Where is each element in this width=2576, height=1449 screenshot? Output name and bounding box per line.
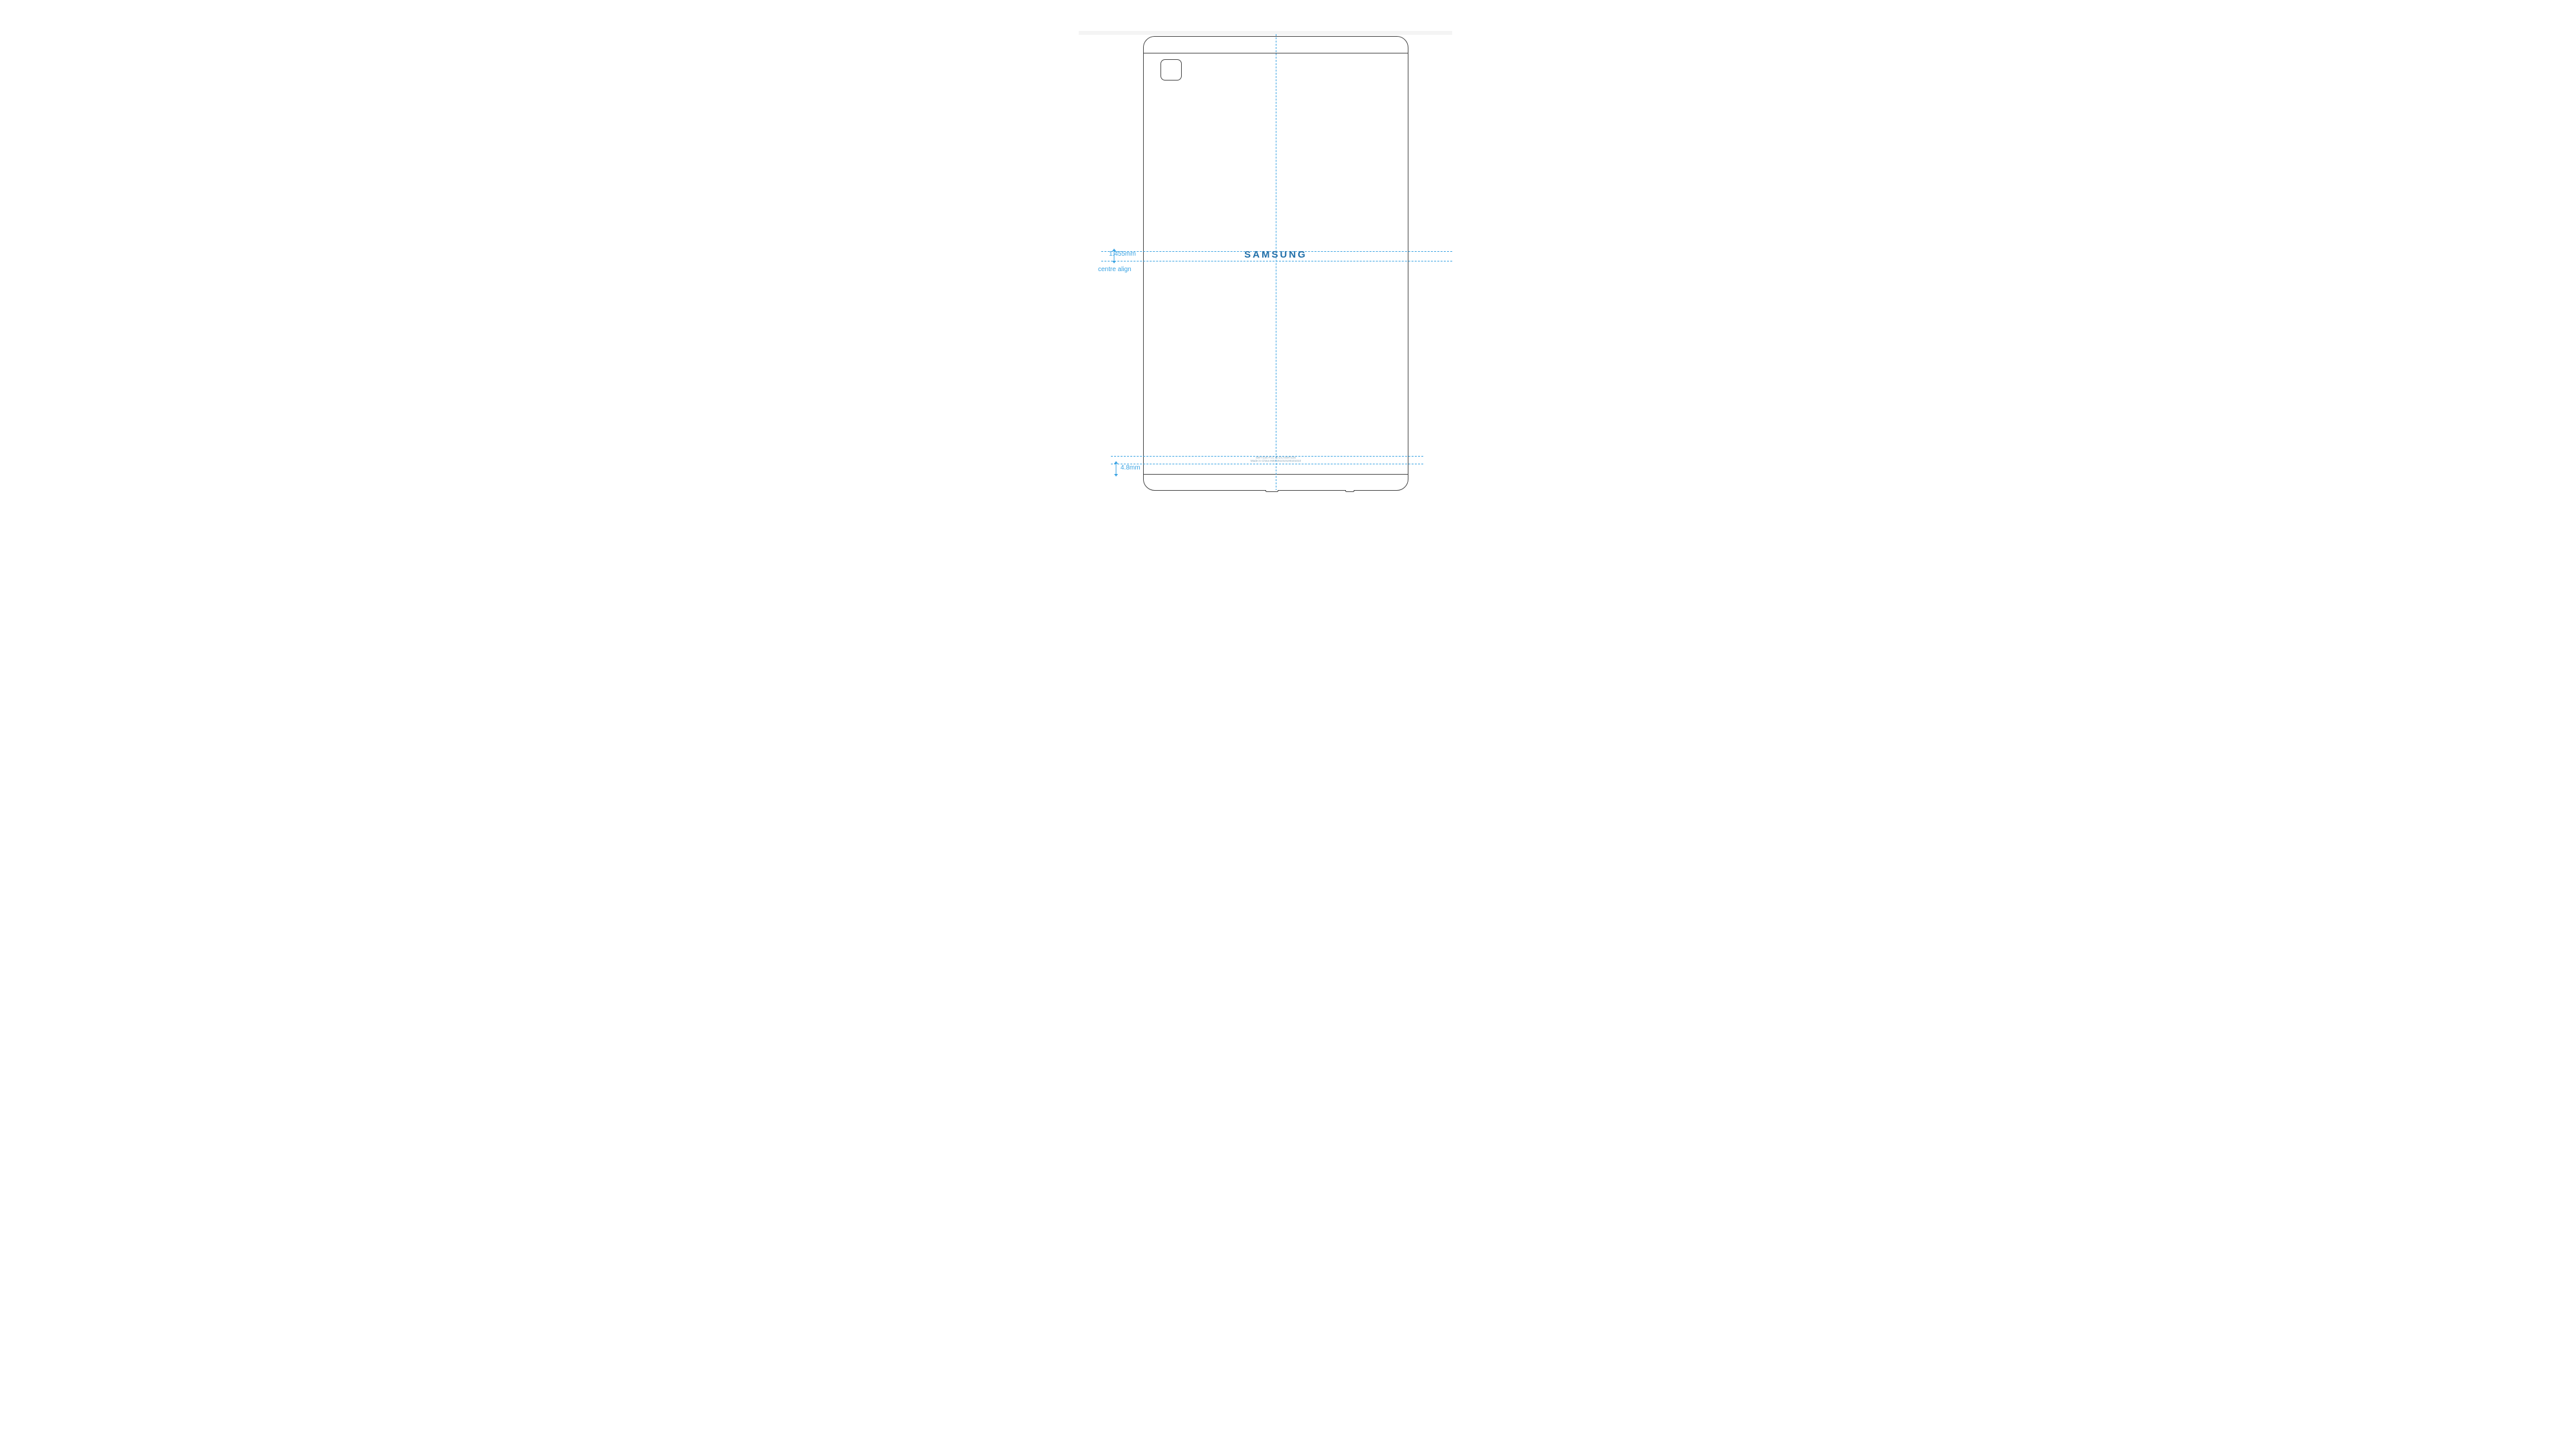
diagram-canvas: SAMSUNG SM-T225 FCC ID:ZCASMT225 Made in…: [805, 0, 1771, 544]
usb-port-outline: [1265, 490, 1278, 492]
fineprint-line-2: Made in China IMEI:351010100101010: [1198, 460, 1353, 463]
faint-top-bar: [1079, 31, 1452, 35]
brand-logo-text: SAMSUNG: [1211, 249, 1340, 260]
annotation-centre-align: centre align: [1098, 266, 1132, 273]
dimension-arrow-logo: [1111, 249, 1117, 263]
audio-jack-outline: [1345, 490, 1354, 492]
dimension-arrow-fine: [1113, 461, 1119, 477]
dimension-fineprint-gap: 4.8mm: [1121, 464, 1141, 471]
camera-module: [1160, 59, 1182, 80]
regulatory-fineprint: SM-T225 FCC ID:ZCASMT225 Made in China I…: [1198, 457, 1353, 463]
